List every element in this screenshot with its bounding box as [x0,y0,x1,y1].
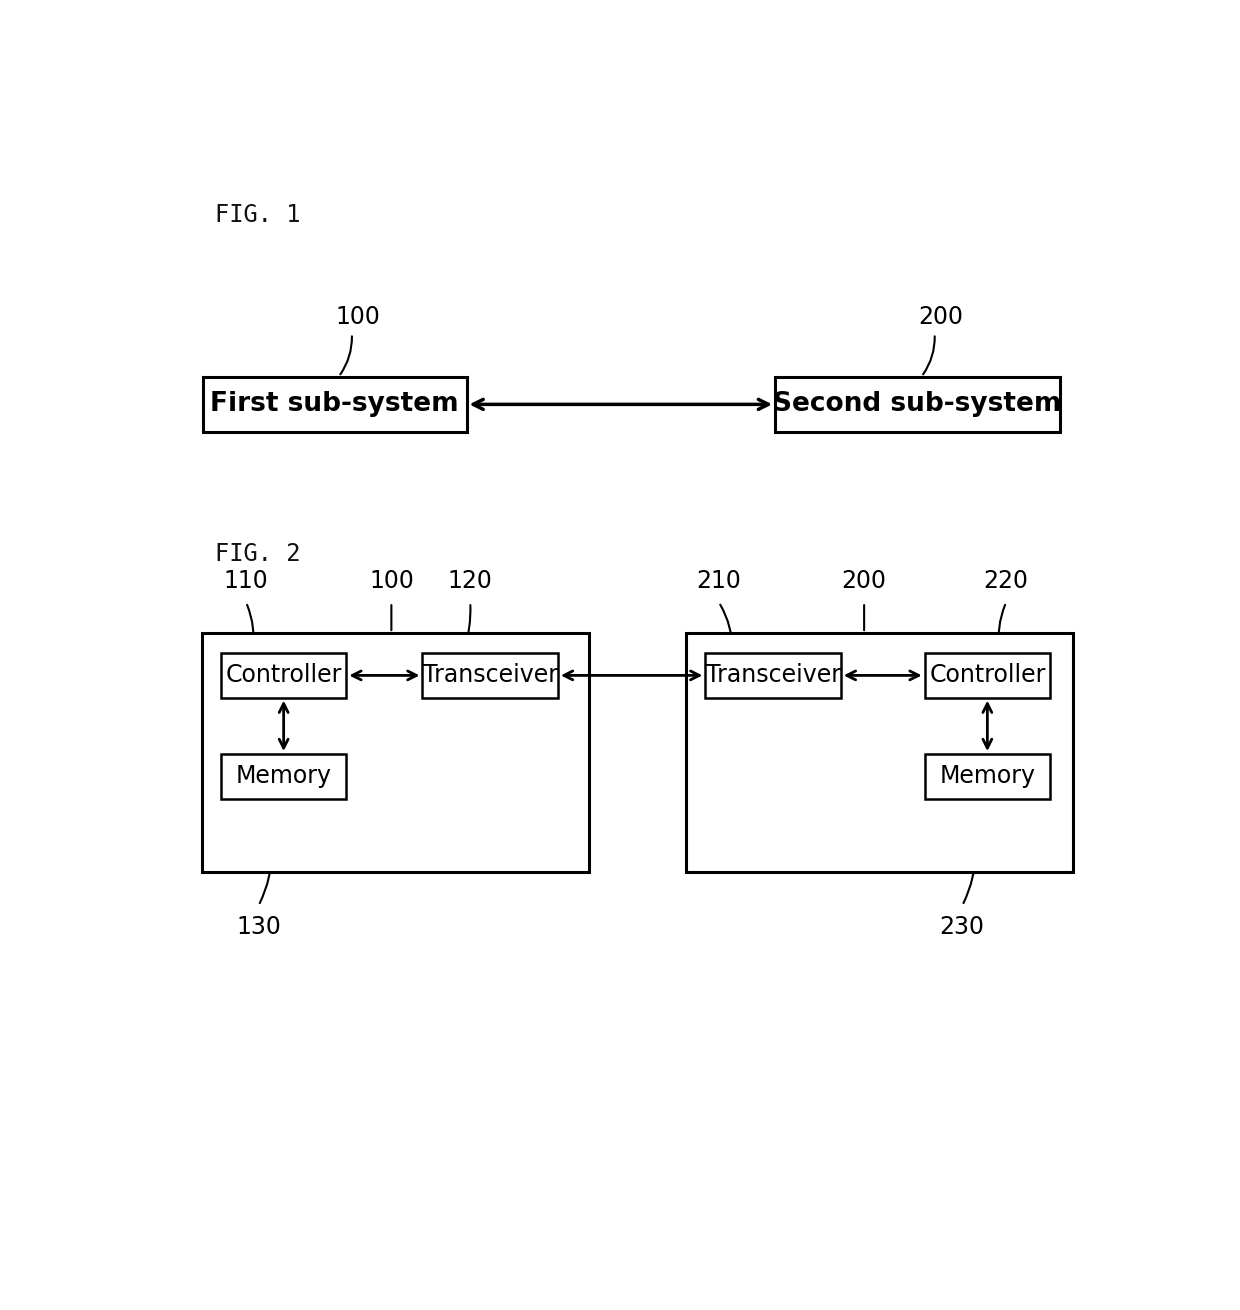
Text: Memory: Memory [236,764,331,789]
Bar [201,633,589,871]
Text: Controller: Controller [929,663,1045,688]
Bar [775,377,1060,432]
Bar [925,654,1050,698]
Text: Second sub-system: Second sub-system [774,392,1061,418]
Bar [423,654,558,698]
Text: 200: 200 [919,305,963,329]
Text: FIG. 2: FIG. 2 [216,542,301,566]
Text: 210: 210 [697,569,742,592]
Text: 120: 120 [448,569,492,592]
Text: Transceiver: Transceiver [423,663,558,688]
Bar [221,654,346,698]
Bar [203,377,466,432]
Text: 100: 100 [336,305,381,329]
Bar [706,654,841,698]
Text: 130: 130 [236,916,281,939]
Text: 230: 230 [940,916,985,939]
Text: 110: 110 [223,569,268,592]
Text: 100: 100 [370,569,414,592]
Text: Memory: Memory [940,764,1035,789]
Text: Transceiver: Transceiver [706,663,841,688]
Bar [221,755,346,799]
Text: FIG. 1: FIG. 1 [216,203,301,228]
Text: Controller: Controller [226,663,342,688]
Bar [686,633,1074,871]
Bar [925,755,1050,799]
Text: 200: 200 [842,569,887,592]
Text: First sub-system: First sub-system [211,392,459,418]
Text: 220: 220 [983,569,1029,592]
